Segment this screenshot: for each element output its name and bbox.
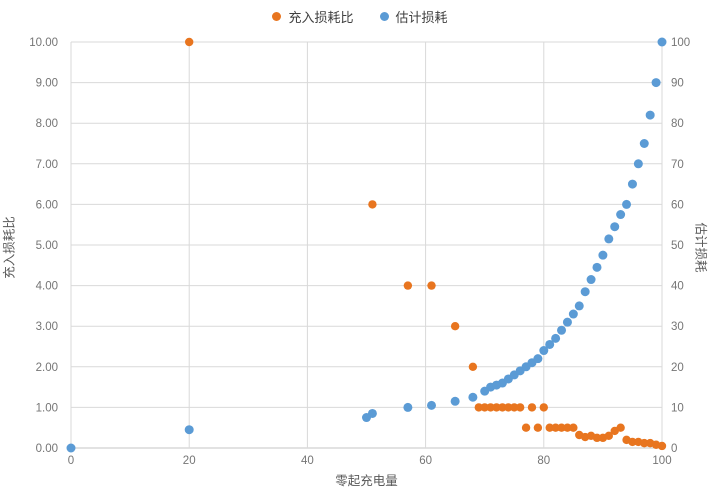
y-left-tick-label: 4.00 — [36, 281, 58, 293]
scatter-point — [580, 287, 590, 297]
scatter-point — [539, 403, 548, 412]
scatter-point — [480, 403, 489, 412]
scatter-point — [651, 78, 661, 88]
scatter-point — [604, 234, 614, 244]
scatter-point — [468, 362, 478, 371]
scatter-point — [622, 199, 632, 209]
scatter-point — [403, 281, 413, 290]
y-right-tick-label: 30 — [671, 321, 684, 333]
scatter-point — [592, 262, 602, 272]
scatter-point — [468, 392, 478, 402]
legend-marker-orange-icon — [272, 11, 282, 21]
scatter-point — [563, 423, 572, 432]
y-left-tick-label: 3.00 — [36, 321, 58, 333]
x-tick-label: 0 — [68, 455, 74, 467]
y-left-tick-label: 0.00 — [36, 443, 58, 455]
scatter-point — [598, 250, 608, 260]
scatter-point — [628, 437, 637, 447]
scatter-point — [527, 403, 537, 412]
scatter-point — [557, 423, 566, 432]
scatter-point — [633, 159, 643, 169]
y-left-tick-label: 1.00 — [36, 402, 58, 414]
x-axis-title: 零起充电量 — [335, 474, 398, 488]
scatter-point — [533, 354, 543, 364]
y-left-tick-label: 7.00 — [36, 159, 58, 171]
scatter-point — [645, 110, 655, 120]
y-right-tick-label: 20 — [671, 362, 684, 374]
scatter-point — [562, 317, 572, 327]
scatter-point — [592, 433, 602, 443]
scatter-point — [610, 222, 620, 232]
legend-item-estimated-loss[interactable]: 估计损耗 — [379, 7, 448, 26]
y-right-tick-label: 90 — [671, 78, 684, 90]
y-right-tick-label: 60 — [671, 199, 684, 211]
y-right-tick-label: 70 — [671, 159, 684, 171]
scatter-point — [498, 403, 507, 412]
scatter-point — [492, 403, 501, 412]
scatter-point — [657, 441, 667, 451]
scatter-point — [368, 200, 377, 209]
scatter-point — [521, 423, 531, 432]
x-tick-label: 60 — [419, 455, 432, 467]
scatter-point — [551, 423, 560, 432]
scatter-point — [367, 408, 377, 418]
scatter-point — [450, 322, 460, 331]
scatter-point — [450, 396, 460, 406]
scatter-point — [474, 403, 483, 412]
legend-marker-blue-icon — [379, 11, 389, 21]
scatter-point — [66, 443, 76, 453]
scatter-point — [403, 402, 413, 412]
scatter-point — [184, 425, 194, 435]
y-left-tick-label: 2.00 — [36, 362, 58, 374]
y-right-tick-label: 40 — [671, 281, 684, 293]
scatter-point — [545, 423, 554, 432]
scatter-point — [427, 281, 436, 290]
scatter-point — [515, 403, 525, 412]
y-left-tick-label: 10.00 — [29, 37, 58, 49]
y-axis-title-left: 充入损耗比 — [2, 216, 17, 279]
scatter-point — [557, 325, 567, 335]
scatter-point — [504, 403, 513, 412]
chart-legend: 充入损耗比 估计损耗 — [0, 6, 720, 26]
legend-item-charge-loss-ratio[interactable]: 充入损耗比 — [272, 7, 354, 26]
scatter-point — [569, 423, 578, 432]
scatter-point — [427, 400, 437, 410]
y-right-tick-label: 80 — [671, 118, 684, 130]
scatter-point — [539, 346, 549, 356]
scatter-point — [604, 431, 614, 441]
scatter-point — [551, 333, 561, 343]
scatter-point — [616, 423, 625, 432]
x-tick-label: 20 — [183, 455, 196, 467]
scatter-point — [568, 309, 578, 319]
x-tick-label: 80 — [537, 455, 550, 467]
scatter-point — [533, 423, 543, 432]
y-right-tick-label: 0 — [671, 443, 677, 455]
x-tick-label: 40 — [301, 455, 314, 467]
scatter-point — [639, 139, 649, 148]
y-axis-title-right: 估计损耗 — [693, 222, 708, 273]
scatter-point — [657, 37, 667, 47]
legend-label: 估计损耗 — [395, 9, 448, 25]
y-left-tick-label: 6.00 — [36, 199, 58, 211]
y-left-tick-label: 5.00 — [36, 240, 58, 252]
x-tick-label: 100 — [652, 455, 671, 467]
legend-label: 充入损耗比 — [288, 9, 354, 25]
scatter-point — [545, 339, 555, 349]
scatter-point — [586, 275, 596, 285]
y-right-tick-label: 10 — [671, 402, 684, 414]
y-right-tick-label: 50 — [671, 240, 684, 252]
y-right-tick-label: 100 — [671, 37, 690, 49]
scatter-point — [574, 301, 584, 311]
scatter-point — [627, 179, 637, 189]
scatter-point — [185, 37, 194, 47]
y-left-tick-label: 8.00 — [36, 118, 58, 130]
scatter-point — [616, 210, 626, 220]
y-left-tick-label: 9.00 — [36, 78, 58, 90]
scatter-point — [640, 438, 649, 448]
scatter-point — [510, 403, 519, 412]
scatter-point — [486, 403, 495, 412]
